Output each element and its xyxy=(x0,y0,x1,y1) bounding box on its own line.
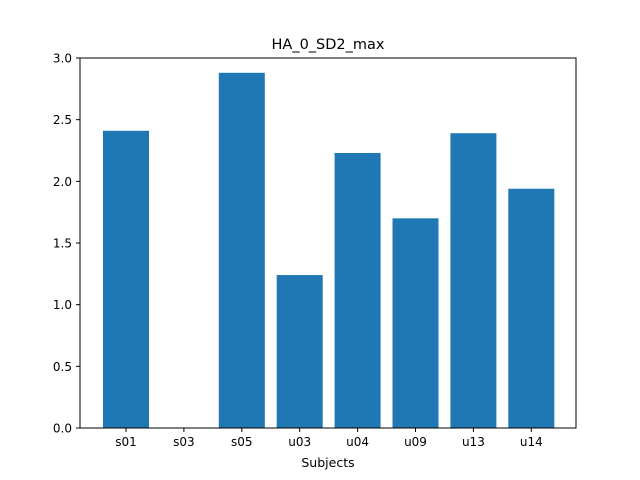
bar-u04 xyxy=(334,152,381,428)
y-tick-label: 0.5 xyxy=(53,360,72,374)
y-tick-label: 1.5 xyxy=(53,237,72,251)
plot-frame xyxy=(79,57,577,429)
x-axis-ticks: s01 s03 s05 u03 u04 u09 u13 u14 xyxy=(115,428,543,449)
y-tick-label: 2.0 xyxy=(53,175,72,189)
x-tick-label: s05 xyxy=(231,435,253,449)
bar-u03 xyxy=(276,275,323,428)
bars-group xyxy=(103,72,555,429)
y-axis-ticks: 0.0 0.5 1.0 1.5 2.0 2.5 3.0 xyxy=(53,52,80,436)
y-tick-label: 3.0 xyxy=(53,52,72,66)
x-tick-label: u04 xyxy=(346,435,369,449)
x-tick-label: s03 xyxy=(173,435,195,449)
x-tick-label: u13 xyxy=(462,435,485,449)
y-tick-label: 2.5 xyxy=(53,113,72,127)
x-axis-label: Subjects xyxy=(301,455,354,470)
bar-u09 xyxy=(392,218,439,428)
x-tick-label: u03 xyxy=(288,435,311,449)
bar-u14 xyxy=(508,188,555,428)
x-tick-label: s01 xyxy=(115,435,137,449)
bar-s05 xyxy=(218,72,265,429)
bar-s01 xyxy=(103,130,149,428)
y-tick-label: 1.0 xyxy=(53,298,72,312)
bar-u13 xyxy=(450,133,497,429)
chart-title: HA_0_SD2_max xyxy=(272,37,385,53)
x-tick-label: u14 xyxy=(520,435,543,449)
y-tick-label: 0.0 xyxy=(53,422,72,436)
x-tick-label: u09 xyxy=(404,435,427,449)
